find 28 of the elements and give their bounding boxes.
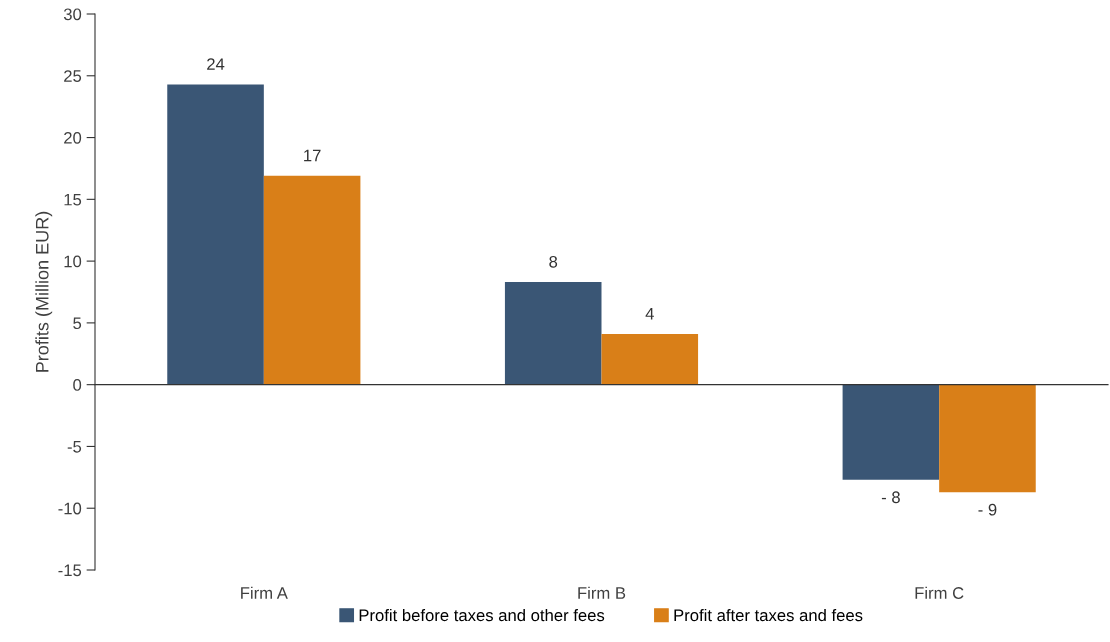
y-tick-label: -5	[67, 441, 82, 453]
bar	[842, 384, 940, 480]
bar	[504, 282, 602, 385]
y-tick-label: 5	[73, 317, 82, 330]
bar	[263, 175, 361, 385]
data-label: 8	[549, 255, 558, 268]
legend-label: Profit before taxes and other fees	[359, 608, 605, 622]
y-tick-label: 20	[64, 131, 82, 144]
data-label: 17	[304, 149, 321, 162]
y-tick-label: 25	[64, 70, 82, 82]
data-label: 4	[645, 307, 654, 320]
data-label: - 9	[978, 503, 997, 516]
y-tick-label: -15	[58, 564, 82, 577]
y-tick-label: 15	[64, 193, 82, 206]
y-axis-title: Profits (Million EUR)	[35, 211, 53, 372]
y-tick-label: 0	[73, 379, 82, 391]
x-tick-label: Firm B	[578, 586, 626, 599]
y-tick-label: 10	[64, 255, 82, 268]
bar	[939, 384, 1036, 493]
data-label: - 8	[881, 491, 900, 504]
legend-label: Profit after taxes and fees	[674, 608, 863, 622]
y-tick-label: 30	[63, 8, 82, 21]
y-tick-label: -10	[58, 502, 82, 515]
x-tick-label: Firm A	[241, 586, 288, 599]
x-tick-label: Firm C	[915, 586, 964, 599]
bar	[601, 334, 699, 385]
bar	[167, 84, 264, 385]
data-label: 24	[207, 58, 225, 70]
